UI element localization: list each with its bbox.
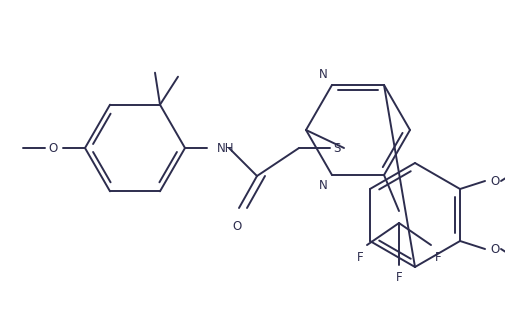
Text: F: F [435,251,442,264]
Text: O: O [49,141,58,154]
Text: N: N [319,68,328,81]
Text: O: O [490,243,499,255]
Text: F: F [396,271,402,284]
Text: F: F [357,251,363,264]
Text: N: N [319,179,328,192]
Text: NH: NH [217,141,234,154]
Text: S: S [333,141,341,154]
Text: O: O [232,220,241,233]
Text: O: O [490,174,499,187]
